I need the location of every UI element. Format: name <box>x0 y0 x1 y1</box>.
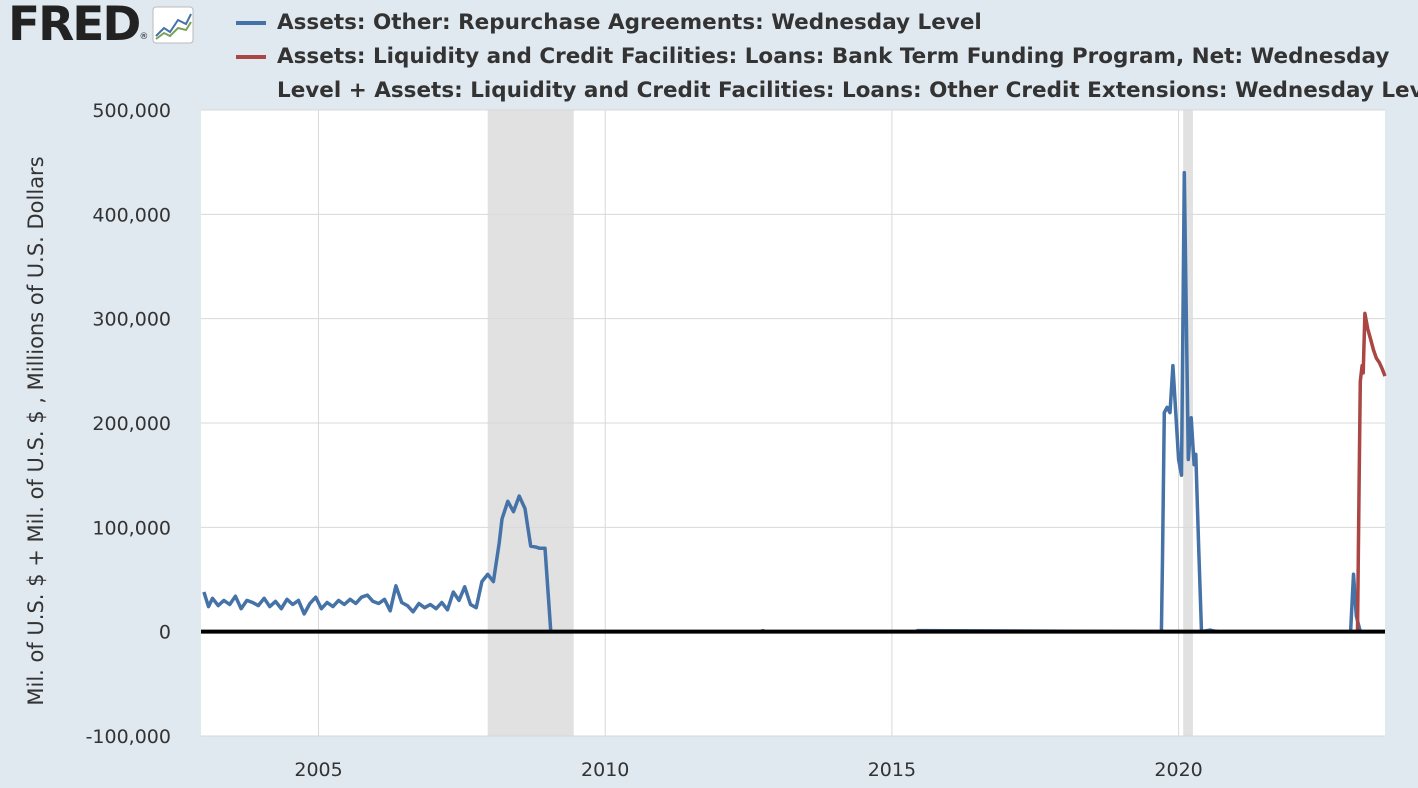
y-tick-label: -100,000 <box>86 726 171 748</box>
series-line-2 <box>1355 311 1387 632</box>
y-axis-ticks: -100,000 0 100,000 200,000 300,000 400,000 500… <box>86 100 171 748</box>
registered-mark: ® <box>139 32 149 42</box>
x-tick-label: 2005 <box>294 759 342 781</box>
y-tick-label: 500,000 <box>92 100 171 122</box>
y-tick-label: 200,000 <box>92 413 171 435</box>
x-tick-label: 2010 <box>581 759 629 781</box>
legend-label-series2-line2: Level + Assets: Liquidity and Credit Fac… <box>277 78 1418 103</box>
fred-logo[interactable]: FRED ® <box>8 0 194 52</box>
y-axis-label: Mil. of U.S. $ + Mil. of U.S. $ , Millio… <box>24 156 48 705</box>
y-tick-label: 100,000 <box>92 517 171 539</box>
legend-item-series1[interactable]: Assets: Other: Repurchase Agreements: We… <box>236 10 982 35</box>
y-tick-label: 300,000 <box>92 309 171 331</box>
gridlines <box>201 109 1385 737</box>
series-line-1 <box>202 170 1385 634</box>
y-tick-label: 0 <box>159 622 171 644</box>
x-tick-label: 2020 <box>1154 759 1202 781</box>
x-axis-ticks: 2005 2010 2015 2020 <box>294 759 1202 781</box>
legend-item-series2[interactable]: Assets: Liquidity and Credit Facilities:… <box>236 44 1389 69</box>
x-tick-label: 2015 <box>868 759 916 781</box>
legend-swatch-series1 <box>236 20 266 25</box>
legend-label-series1: Assets: Other: Repurchase Agreements: We… <box>277 10 982 35</box>
legend-swatch-series2 <box>236 54 266 59</box>
legend-label-series2-line1: Assets: Liquidity and Credit Facilities:… <box>277 44 1390 69</box>
logo-graph-icon <box>152 6 194 44</box>
y-tick-label: 400,000 <box>92 204 171 226</box>
logo-text: FRED <box>8 0 141 52</box>
series-lines <box>202 170 1387 634</box>
